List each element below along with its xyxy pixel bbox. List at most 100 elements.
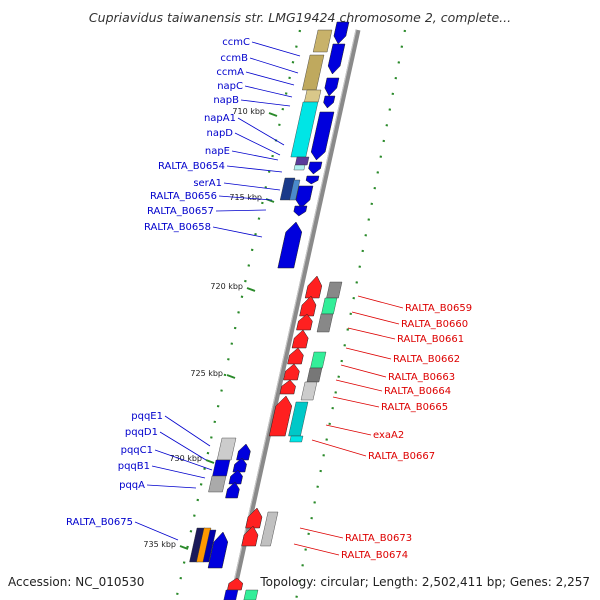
accession-text: Accession: NC_010530 <box>8 575 144 589</box>
feature-pqqB1 <box>208 475 227 493</box>
feature-green-bottom <box>243 589 259 600</box>
leader-line-left <box>234 132 281 156</box>
arrow-top-3 <box>324 77 340 97</box>
backbone-highlight <box>229 29 357 600</box>
leader-line-left <box>223 182 281 191</box>
leader-line-left <box>154 449 213 471</box>
leader-line-left <box>226 165 283 173</box>
arrow-B0661 <box>296 313 313 331</box>
feature-ccmC <box>312 29 333 53</box>
gene-label-left: pqqE1 <box>131 411 163 422</box>
feature-pqqE1 <box>216 437 237 461</box>
arrow-exaA2 <box>268 395 293 437</box>
gene-label-left: RALTA_B0675 <box>66 517 133 528</box>
arrow-B0662 <box>291 329 309 349</box>
tick-label: 735 kbp <box>143 540 176 549</box>
leader-line-left <box>240 99 291 107</box>
arrow-napD <box>308 161 323 175</box>
tick-mark <box>205 459 215 464</box>
gene-label-left: pqqA <box>119 480 145 491</box>
leader-line-right <box>332 396 380 408</box>
tick-mark <box>246 287 256 292</box>
leader-line-right <box>299 527 344 539</box>
arrow-B0665 <box>279 379 296 395</box>
gene-label-left: napB <box>213 95 239 106</box>
leader-line-right <box>357 295 404 309</box>
leader-line-left <box>231 150 279 161</box>
topology-text: Topology: circular; Length: 2,502,411 bp… <box>259 575 590 589</box>
gene-label-left: napC <box>217 81 243 92</box>
leader-line-left <box>244 85 293 98</box>
feature-grey-3 <box>306 367 323 383</box>
feature-grey-4 <box>300 381 318 401</box>
leader-line-left <box>218 195 273 201</box>
leader-line-right <box>293 543 340 556</box>
leader-line-right <box>347 327 396 340</box>
feature-serA1b <box>289 179 301 201</box>
arrow-pqq-1 <box>236 443 251 461</box>
leader-line-left <box>151 465 206 479</box>
arrow-B0658 <box>277 221 303 269</box>
arrow-napE <box>305 175 320 185</box>
arrow-top-4 <box>323 95 336 109</box>
feature-grey-2 <box>316 313 334 333</box>
arrow-B0664 <box>283 363 300 381</box>
leader-line-left <box>249 57 299 74</box>
leader-line-left <box>134 521 179 541</box>
leader-line-right <box>340 364 387 378</box>
leader-line-right <box>325 424 372 436</box>
gene-label-left: serA1 <box>193 178 222 189</box>
arrow-top-1 <box>333 21 350 45</box>
feature-ccmB <box>302 54 325 91</box>
gene-label-left: ccmC <box>222 37 250 48</box>
backbone <box>229 29 361 600</box>
feature-pqqD1 <box>212 459 231 477</box>
gene-label-left: ccmA <box>216 67 244 78</box>
feature-green-1 <box>321 297 338 315</box>
feature-napE <box>294 156 310 166</box>
arrow-B0663 <box>287 347 304 365</box>
map-title: Cupriavidus taiwanensis str. LMG19424 ch… <box>89 10 511 25</box>
gene-label-left: RALTA_B0658 <box>144 222 211 233</box>
feature-grey-1 <box>326 281 343 299</box>
gene-label-left: ccmB <box>220 53 248 64</box>
gene-label-left: napD <box>206 128 233 139</box>
gene-label-right: RALTA_B0664 <box>384 386 451 397</box>
feature-blue-bottom <box>223 589 239 600</box>
gene-label-left: RALTA_B0657 <box>147 206 214 217</box>
gene-label-right: RALTA_B0660 <box>401 319 468 330</box>
leader-line-right <box>335 379 383 392</box>
gene-label-right: RALTA_B0662 <box>393 354 460 365</box>
leader-line-left <box>146 484 197 489</box>
tick-label: 730 kbp <box>169 454 202 463</box>
tick-layer: 710 kbp 715 kbp 720 kbp 725 kbp 730 kbp 735 k… <box>143 107 278 550</box>
tick-label: 720 kbp <box>210 282 243 291</box>
leader-line-left <box>251 41 301 57</box>
arrow-napA1 <box>310 111 335 161</box>
label-layer: ccmC ccmB ccmA napC napB napA1 napD napE RALTA_B… <box>66 37 472 561</box>
arrow-B0657 <box>293 205 308 217</box>
gene-label-right: RALTA_B0661 <box>397 334 464 345</box>
arrow-B0660 <box>299 295 317 317</box>
feature-small <box>293 164 306 171</box>
leader-line-left <box>237 117 285 146</box>
leader-line-left <box>215 209 267 212</box>
arrow-pqq-4 <box>225 481 240 499</box>
gene-label-right: RALTA_B0673 <box>345 533 412 544</box>
gene-label-right: RALTA_B0665 <box>381 402 448 413</box>
leader-line-right <box>351 311 400 325</box>
gene-label-right: RALTA_B0659 <box>405 303 472 314</box>
feature-grey-bottom <box>260 511 279 547</box>
gene-label-left: pqqD1 <box>125 427 158 438</box>
gene-label-right: exaA2 <box>373 430 404 441</box>
arrow-B0673 <box>245 507 263 529</box>
gene-label-left: RALTA_B0656 <box>150 191 217 202</box>
tick-mark <box>268 112 278 117</box>
tick-mark <box>179 545 189 550</box>
outer-guide-right <box>294 29 407 600</box>
leader-line-right <box>345 347 392 360</box>
leader-line-left <box>159 431 207 461</box>
arrow-B0659 <box>304 275 323 299</box>
leader-line-left <box>245 71 295 86</box>
